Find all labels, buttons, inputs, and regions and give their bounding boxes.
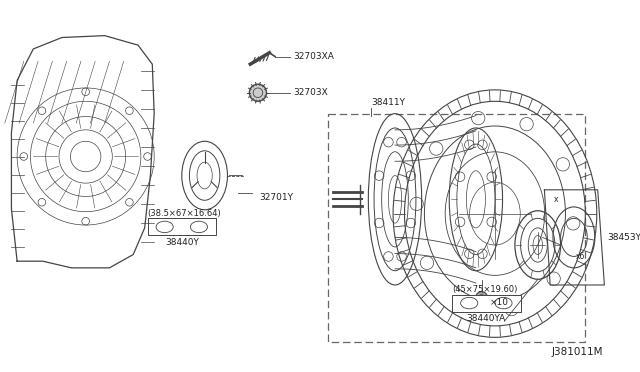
- Text: ×10: ×10: [490, 298, 509, 307]
- Text: (38.5×67×16.64): (38.5×67×16.64): [148, 209, 221, 218]
- Bar: [452, 295, 520, 312]
- Text: J381011M: J381011M: [552, 347, 604, 357]
- Text: 32701Y: 32701Y: [259, 193, 293, 202]
- Circle shape: [476, 292, 487, 303]
- Text: 38411Y: 38411Y: [371, 98, 405, 107]
- Text: 32703X: 32703X: [293, 88, 328, 97]
- Text: 38440YA: 38440YA: [467, 314, 506, 323]
- Text: x: x: [554, 195, 559, 204]
- Text: 38453Y: 38453Y: [607, 233, 640, 242]
- Text: 32703XA: 32703XA: [293, 52, 334, 61]
- Bar: [148, 218, 216, 235]
- Circle shape: [250, 84, 266, 101]
- Text: x6: x6: [576, 252, 585, 261]
- Text: 38440Y: 38440Y: [165, 238, 199, 247]
- Bar: [328, 114, 586, 342]
- Text: (45×75×19.60): (45×75×19.60): [452, 285, 518, 294]
